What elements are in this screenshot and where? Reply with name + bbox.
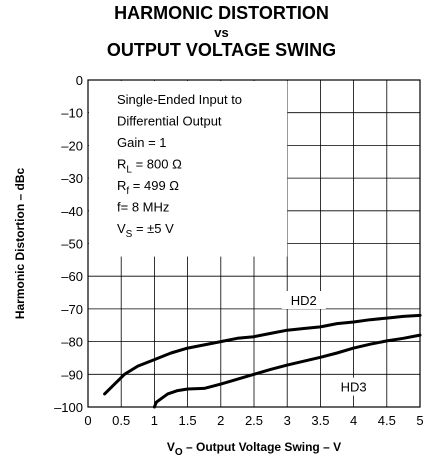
y-axis-label: Harmonic Distortion – dBc <box>13 168 27 320</box>
chart-title-line-3: OUTPUT VOLTAGE SWING <box>106 40 337 60</box>
x-axis-label: VO – Output Voltage Swing – V <box>167 440 341 458</box>
x-tick-label: 1.5 <box>179 413 197 428</box>
x-tick-label: 0 <box>84 413 91 428</box>
x-axis-label-text: – Output Voltage Swing – V <box>183 440 341 454</box>
series-label-hd3: HD3 <box>341 380 367 395</box>
x-tick-label: 0.5 <box>112 413 130 428</box>
x-axis-label-subscript: O <box>175 447 183 458</box>
x-tick-label: 5 <box>416 413 423 428</box>
y-tick-label: –20 <box>61 138 83 153</box>
series-label-background <box>281 290 326 309</box>
series-label-hd2: HD2 <box>291 293 317 308</box>
y-tick-label: 0 <box>76 73 83 88</box>
chart-title-line-2: vs <box>214 25 229 40</box>
series-labels: HD2 HD3 <box>281 290 376 396</box>
conditions-box: Single-Ended Input to Differential Output… <box>89 81 288 257</box>
data-series <box>103 313 422 409</box>
condition-line: RL = 800 Ω <box>117 157 182 176</box>
y-tick-label: –50 <box>61 237 83 252</box>
condition-line: VS = ±5 V <box>117 221 174 240</box>
plot-frame <box>87 79 421 408</box>
condition-line: Gain = 1 <box>117 135 167 150</box>
x-tick-label: 4 <box>350 413 357 428</box>
x-tick-label: 3.5 <box>311 413 329 428</box>
series-line-hd3 <box>152 333 422 409</box>
y-tick-label: –80 <box>61 335 83 350</box>
chart-title-line-1: HARMONIC DISTORTION <box>114 3 329 23</box>
condition-line: Single-Ended Input to <box>117 92 242 107</box>
x-tick-label: 4.5 <box>378 413 396 428</box>
x-axis-label-symbol: V <box>167 440 175 454</box>
y-tick-label: –60 <box>61 269 83 284</box>
y-tick-label: –90 <box>61 367 83 382</box>
tick-labels: 0 0.5 1 1.5 2 2.5 3 3.5 4 4.5 5 0 –10 –20 –30 –40 –50 –60… <box>54 73 424 428</box>
y-tick-label: –40 <box>61 204 83 219</box>
y-tick-label: –100 <box>54 400 83 415</box>
y-tick-label: –70 <box>61 302 83 317</box>
y-tick-label: –30 <box>61 171 83 186</box>
series-line-hd2 <box>103 313 422 396</box>
y-tick-label: –10 <box>61 106 83 121</box>
condition-line: Differential Output <box>117 114 222 129</box>
x-tick-label: 2 <box>217 413 224 428</box>
x-tick-label: 2.5 <box>245 413 263 428</box>
condition-line: f= 8 MHz <box>117 200 169 215</box>
conditions-box-background <box>89 81 288 257</box>
x-tick-label: 1 <box>151 413 158 428</box>
condition-line: Rf = 499 Ω <box>117 178 179 197</box>
series-label-background <box>331 377 376 396</box>
x-tick-label: 3 <box>284 413 291 428</box>
conditions-text: Single-Ended Input to Differential Output… <box>117 92 242 240</box>
